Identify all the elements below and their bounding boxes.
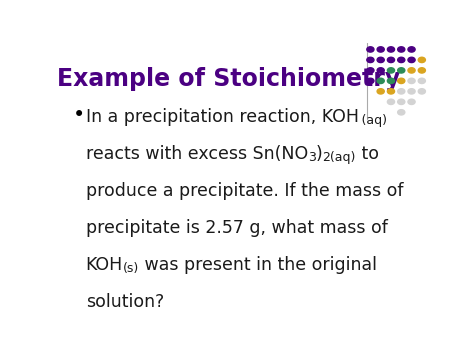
Circle shape xyxy=(418,78,425,83)
Circle shape xyxy=(398,89,405,94)
Circle shape xyxy=(398,78,405,83)
Text: produce a precipitate. If the mass of: produce a precipitate. If the mass of xyxy=(86,182,403,200)
Circle shape xyxy=(398,68,405,73)
Circle shape xyxy=(377,57,384,62)
Circle shape xyxy=(367,47,374,52)
Text: (aq): (aq) xyxy=(359,114,387,127)
Text: 3: 3 xyxy=(308,151,316,164)
Circle shape xyxy=(408,68,415,73)
Text: precipitate is 2.57 g, what mass of: precipitate is 2.57 g, what mass of xyxy=(86,219,388,237)
Circle shape xyxy=(377,47,384,52)
Circle shape xyxy=(387,89,394,94)
Text: •: • xyxy=(73,105,85,125)
Text: 2(aq): 2(aq) xyxy=(323,151,356,164)
Text: solution?: solution? xyxy=(86,293,164,311)
Circle shape xyxy=(398,57,405,62)
Circle shape xyxy=(377,89,384,94)
Circle shape xyxy=(408,47,415,52)
Circle shape xyxy=(367,78,374,83)
Text: ): ) xyxy=(316,145,323,163)
Circle shape xyxy=(398,110,405,115)
Circle shape xyxy=(367,57,374,62)
Circle shape xyxy=(367,68,374,73)
Text: KOH: KOH xyxy=(86,256,123,274)
Circle shape xyxy=(398,47,405,52)
Circle shape xyxy=(387,78,394,83)
Text: Example of Stoichiometry: Example of Stoichiometry xyxy=(56,67,400,91)
Text: was present in the original: was present in the original xyxy=(139,256,377,274)
Circle shape xyxy=(387,57,394,62)
Circle shape xyxy=(418,57,425,62)
Circle shape xyxy=(387,68,394,73)
Text: reacts with excess Sn(NO: reacts with excess Sn(NO xyxy=(86,145,308,163)
Circle shape xyxy=(408,78,415,83)
Circle shape xyxy=(398,99,405,104)
Circle shape xyxy=(408,89,415,94)
Circle shape xyxy=(408,57,415,62)
Circle shape xyxy=(377,78,384,83)
Circle shape xyxy=(387,47,394,52)
Circle shape xyxy=(387,99,394,104)
Circle shape xyxy=(377,68,384,73)
Circle shape xyxy=(408,99,415,104)
Text: (s): (s) xyxy=(123,262,139,275)
Text: In a precipitation reaction, KOH: In a precipitation reaction, KOH xyxy=(86,108,359,126)
Circle shape xyxy=(418,68,425,73)
Circle shape xyxy=(418,89,425,94)
Text: to: to xyxy=(356,145,379,163)
